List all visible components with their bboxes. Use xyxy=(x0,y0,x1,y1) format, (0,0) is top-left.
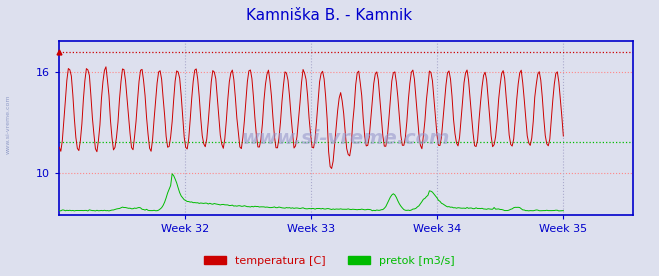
Text: www.si-vreme.com: www.si-vreme.com xyxy=(5,94,11,154)
Legend: temperatura [C], pretok [m3/s]: temperatura [C], pretok [m3/s] xyxy=(200,251,459,270)
Text: www.si-vreme.com: www.si-vreme.com xyxy=(242,129,450,148)
Text: Kamniška B. - Kamnik: Kamniška B. - Kamnik xyxy=(246,8,413,23)
